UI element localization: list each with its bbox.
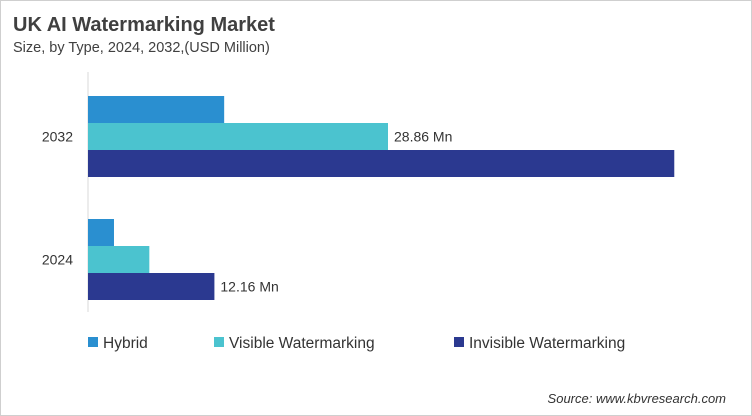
legend-swatch: [214, 337, 224, 347]
bar-visible-watermarking-2032: [88, 123, 388, 150]
source-note: Source: www.kbvresearch.com: [547, 391, 726, 406]
legend-label: Visible Watermarking: [229, 335, 375, 352]
category-label: 2032: [42, 129, 73, 145]
data-label: 28.86 Mn: [394, 129, 452, 145]
legend-swatch: [88, 337, 98, 347]
chart-title: UK AI Watermarking Market: [13, 14, 275, 36]
legend-swatch: [454, 337, 464, 347]
category-label: 2024: [42, 252, 73, 268]
bar-visible-watermarking-2024: [88, 246, 150, 273]
bar-hybrid-2032: [88, 96, 225, 123]
legend-label: Hybrid: [103, 335, 148, 352]
bar-invisible-watermarking-2024: [88, 273, 215, 300]
bar-invisible-watermarking-2032: [88, 150, 675, 177]
chart-subtitle: Size, by Type, 2024, 2032,(USD Million): [13, 40, 270, 56]
data-label: 12.16 Mn: [220, 279, 278, 295]
legend-label: Invisible Watermarking: [469, 335, 625, 352]
bar-hybrid-2024: [88, 219, 114, 246]
